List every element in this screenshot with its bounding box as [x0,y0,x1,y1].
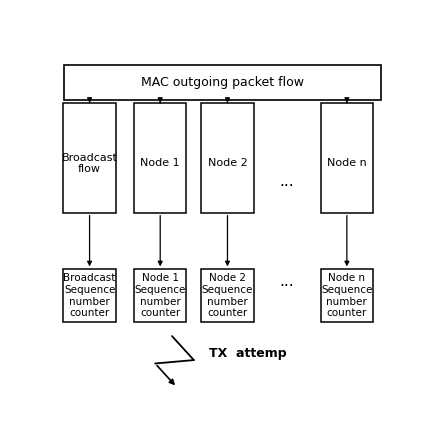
Text: Broadcast
flow: Broadcast flow [62,153,118,174]
Text: MAC outgoing packet flow: MAC outgoing packet flow [141,76,304,89]
Text: Node 1
Sequence
number
counter: Node 1 Sequence number counter [135,273,186,318]
Text: ...: ... [279,274,294,289]
Text: ...: ... [279,174,294,190]
Text: Node n: Node n [327,158,367,168]
Bar [321,103,373,213]
Bar [134,103,186,213]
Text: Broadcast
Sequence
number
counter: Broadcast Sequence number counter [63,273,116,318]
Bar [321,269,373,322]
Text: Node n
Sequence
number
counter: Node n Sequence number counter [321,273,372,318]
Bar [63,269,115,322]
Bar [64,65,381,100]
Bar [201,103,253,213]
Text: Node 1: Node 1 [140,158,180,168]
Bar [201,269,253,322]
Text: Node 2: Node 2 [207,158,247,168]
Text: Node 2
Sequence
number
counter: Node 2 Sequence number counter [202,273,253,318]
Text: TX  attemp: TX attemp [209,347,286,360]
Bar [63,103,115,213]
Bar [134,269,186,322]
